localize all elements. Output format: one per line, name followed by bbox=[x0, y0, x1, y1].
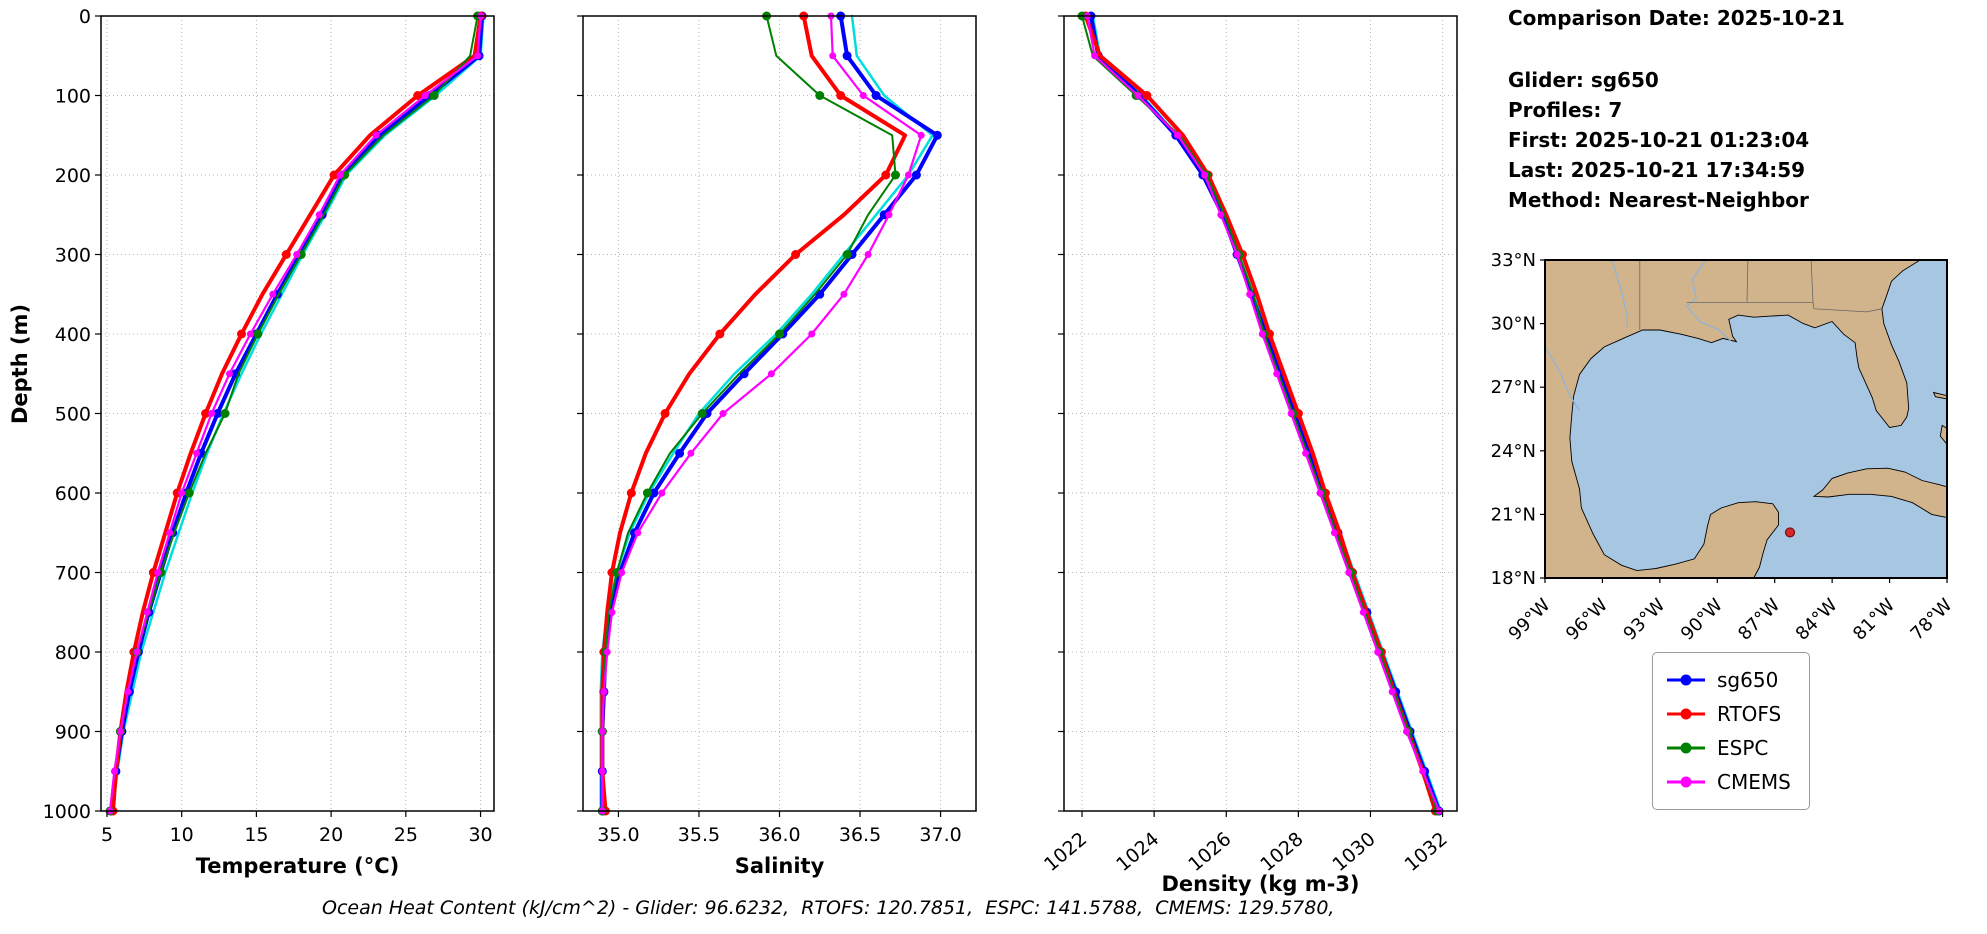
svg-text:81°W: 81°W bbox=[1849, 595, 1899, 645]
svg-text:1028: 1028 bbox=[1256, 828, 1307, 876]
svg-text:84°W: 84°W bbox=[1792, 595, 1842, 645]
profiles-count: Profiles: 7 bbox=[1508, 98, 1623, 122]
svg-text:35.0: 35.0 bbox=[597, 824, 639, 846]
temperature-profile-panel: 5 10 15 20 25 3001002003004005006007008009001… bbox=[43, 6, 495, 878]
svg-text:20: 20 bbox=[319, 824, 343, 846]
svg-text:700: 700 bbox=[55, 563, 91, 585]
legend: sg650 RTOFS ESPC CMEMS bbox=[1652, 652, 1810, 810]
svg-text:36.0: 36.0 bbox=[758, 824, 800, 846]
gulf-of-mexico-map: 33°N 30°N 27°N 24°N 21°N 18°N 99°W 96°W 93°W 90°W… bbox=[1491, 250, 1957, 645]
salinity-profile-panel: 35.0 35.5 36.0 36.5 37.0 Salinity bbox=[577, 11, 977, 878]
map-river bbox=[1611, 259, 1628, 328]
svg-text:400: 400 bbox=[55, 324, 91, 346]
svg-text:27°N: 27°N bbox=[1491, 377, 1536, 398]
legend-entry-sg650: sg650 bbox=[1665, 663, 1791, 697]
legend-entry-espc: ESPC bbox=[1665, 731, 1791, 765]
x-ticks: 35.0 35.5 36.0 36.5 37.0 bbox=[597, 811, 962, 846]
y-ticks: 0 100 200 300 400 500 600 700 800 900 1000 bbox=[43, 6, 101, 823]
first-profile-time: First: 2025-10-21 01:23:04 bbox=[1508, 128, 1810, 152]
series-sg650-individual-profiles bbox=[599, 14, 934, 813]
series-cmems bbox=[598, 12, 925, 815]
svg-text:1024: 1024 bbox=[1112, 828, 1163, 876]
y-ticks bbox=[1058, 15, 1064, 812]
legend-label: sg650 bbox=[1717, 668, 1779, 692]
svg-text:35.5: 35.5 bbox=[678, 824, 720, 846]
salinity-axis-label: Salinity bbox=[735, 854, 825, 878]
glider-position-marker bbox=[1784, 527, 1796, 538]
svg-text:30°N: 30°N bbox=[1491, 314, 1536, 335]
svg-text:15: 15 bbox=[244, 824, 268, 846]
map-river bbox=[1544, 346, 1581, 411]
y-ticks bbox=[577, 15, 583, 812]
svg-text:10: 10 bbox=[170, 824, 194, 846]
svg-text:500: 500 bbox=[55, 404, 91, 426]
info-panel: Comparison Date: 2025-10-21 Glider: sg65… bbox=[1508, 8, 1978, 220]
series-rtofs bbox=[108, 11, 486, 816]
svg-text:1030: 1030 bbox=[1328, 828, 1379, 876]
cmems-legend-marker-icon bbox=[1667, 776, 1705, 788]
svg-text:1022: 1022 bbox=[1040, 828, 1091, 876]
rtofs-legend-marker-icon bbox=[1667, 708, 1705, 720]
svg-text:800: 800 bbox=[55, 642, 91, 664]
info-spacer bbox=[1508, 38, 1978, 60]
map-river bbox=[1685, 259, 1732, 342]
svg-text:24°N: 24°N bbox=[1491, 441, 1536, 462]
svg-text:1032: 1032 bbox=[1401, 828, 1452, 876]
map-frame bbox=[1544, 259, 1948, 579]
comparison-date: Comparison Date: 2025-10-21 bbox=[1508, 6, 1845, 30]
legend-label: CMEMS bbox=[1717, 770, 1791, 794]
series-sg650-individual-profiles bbox=[111, 14, 485, 813]
svg-text:78°W: 78°W bbox=[1907, 595, 1957, 645]
svg-text:100: 100 bbox=[55, 86, 91, 108]
series-sg650 bbox=[597, 11, 942, 816]
interp-method: Method: Nearest-Neighbor bbox=[1508, 188, 1809, 212]
map-land-mainland bbox=[1544, 259, 1922, 579]
density-profile-panel: 1022 1024 1026 1028 1030 1032 Density (kg m-3) bbox=[1040, 11, 1458, 896]
svg-text:18°N: 18°N bbox=[1491, 568, 1536, 589]
map-canvas: 33°N 30°N 27°N 24°N 21°N 18°N 99°W 96°W 93°W 90°W… bbox=[1491, 250, 1957, 645]
svg-text:5: 5 bbox=[101, 824, 113, 846]
svg-text:300: 300 bbox=[55, 245, 91, 267]
svg-text:1000: 1000 bbox=[43, 801, 91, 823]
legend-label: ESPC bbox=[1717, 736, 1769, 760]
espc-legend-marker-icon bbox=[1667, 742, 1705, 754]
glider-name: Glider: sg650 bbox=[1508, 68, 1659, 92]
svg-text:37.0: 37.0 bbox=[919, 824, 961, 846]
legend-entry-cmems: CMEMS bbox=[1665, 765, 1791, 799]
series-cmems bbox=[106, 12, 485, 815]
svg-text:21°N: 21°N bbox=[1491, 504, 1536, 525]
svg-text:600: 600 bbox=[55, 483, 91, 505]
svg-text:99°W: 99°W bbox=[1505, 595, 1555, 645]
svg-text:87°W: 87°W bbox=[1734, 595, 1784, 645]
x-ticks: 1022 1024 1026 1028 1030 1032 bbox=[1040, 811, 1452, 876]
svg-text:33°N: 33°N bbox=[1491, 250, 1536, 271]
grid bbox=[101, 15, 494, 812]
map-state-border bbox=[1810, 259, 1814, 303]
density-axis-label: Density (kg m-3) bbox=[1161, 872, 1359, 896]
svg-text:1026: 1026 bbox=[1184, 828, 1235, 876]
sg650-legend-marker-icon bbox=[1667, 674, 1705, 686]
depth-axis-label: Depth (m) bbox=[8, 303, 32, 425]
svg-text:90°W: 90°W bbox=[1677, 595, 1727, 645]
map-state-border bbox=[1747, 302, 1882, 313]
x-ticks: 5 10 15 20 25 30 bbox=[101, 811, 493, 846]
svg-text:30: 30 bbox=[468, 824, 492, 846]
legend-label: RTOFS bbox=[1717, 702, 1782, 726]
svg-text:25: 25 bbox=[394, 824, 418, 846]
svg-text:36.5: 36.5 bbox=[839, 824, 881, 846]
ohc-caption: Ocean Heat Content (kJ/cm^2) - Glider: 9… bbox=[322, 897, 1335, 919]
svg-text:93°W: 93°W bbox=[1619, 595, 1669, 645]
svg-text:96°W: 96°W bbox=[1562, 595, 1612, 645]
svg-text:900: 900 bbox=[55, 722, 91, 744]
grid bbox=[583, 15, 976, 812]
svg-text:200: 200 bbox=[55, 165, 91, 187]
map-land-cuba bbox=[1812, 467, 1948, 519]
last-profile-time: Last: 2025-10-21 17:34:59 bbox=[1508, 158, 1806, 182]
temperature-axis-label: Temperature (°C) bbox=[196, 854, 399, 878]
svg-text:0: 0 bbox=[79, 6, 91, 28]
legend-entry-rtofs: RTOFS bbox=[1665, 697, 1791, 731]
